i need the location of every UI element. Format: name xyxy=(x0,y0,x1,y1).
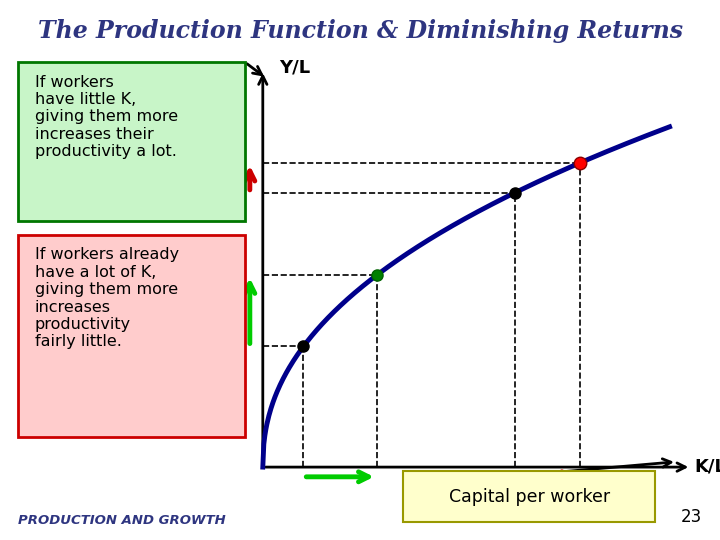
FancyBboxPatch shape xyxy=(18,235,245,437)
FancyBboxPatch shape xyxy=(18,62,245,221)
Text: K/L: K/L xyxy=(695,457,720,475)
Text: If workers already
have a lot of K,
giving them more
increases
productivity
fair: If workers already have a lot of K, givi… xyxy=(35,247,179,349)
Text: Capital per worker: Capital per worker xyxy=(449,488,610,505)
Text: If workers
have little K,
giving them more
increases their
productivity a lot.: If workers have little K, giving them mo… xyxy=(35,75,178,159)
Text: The Production Function & Diminishing Returns: The Production Function & Diminishing Re… xyxy=(37,19,683,43)
FancyBboxPatch shape xyxy=(403,471,655,522)
Text: Y/L: Y/L xyxy=(279,58,310,77)
Text: PRODUCTION AND GROWTH: PRODUCTION AND GROWTH xyxy=(18,514,226,526)
Text: 23: 23 xyxy=(680,509,702,526)
